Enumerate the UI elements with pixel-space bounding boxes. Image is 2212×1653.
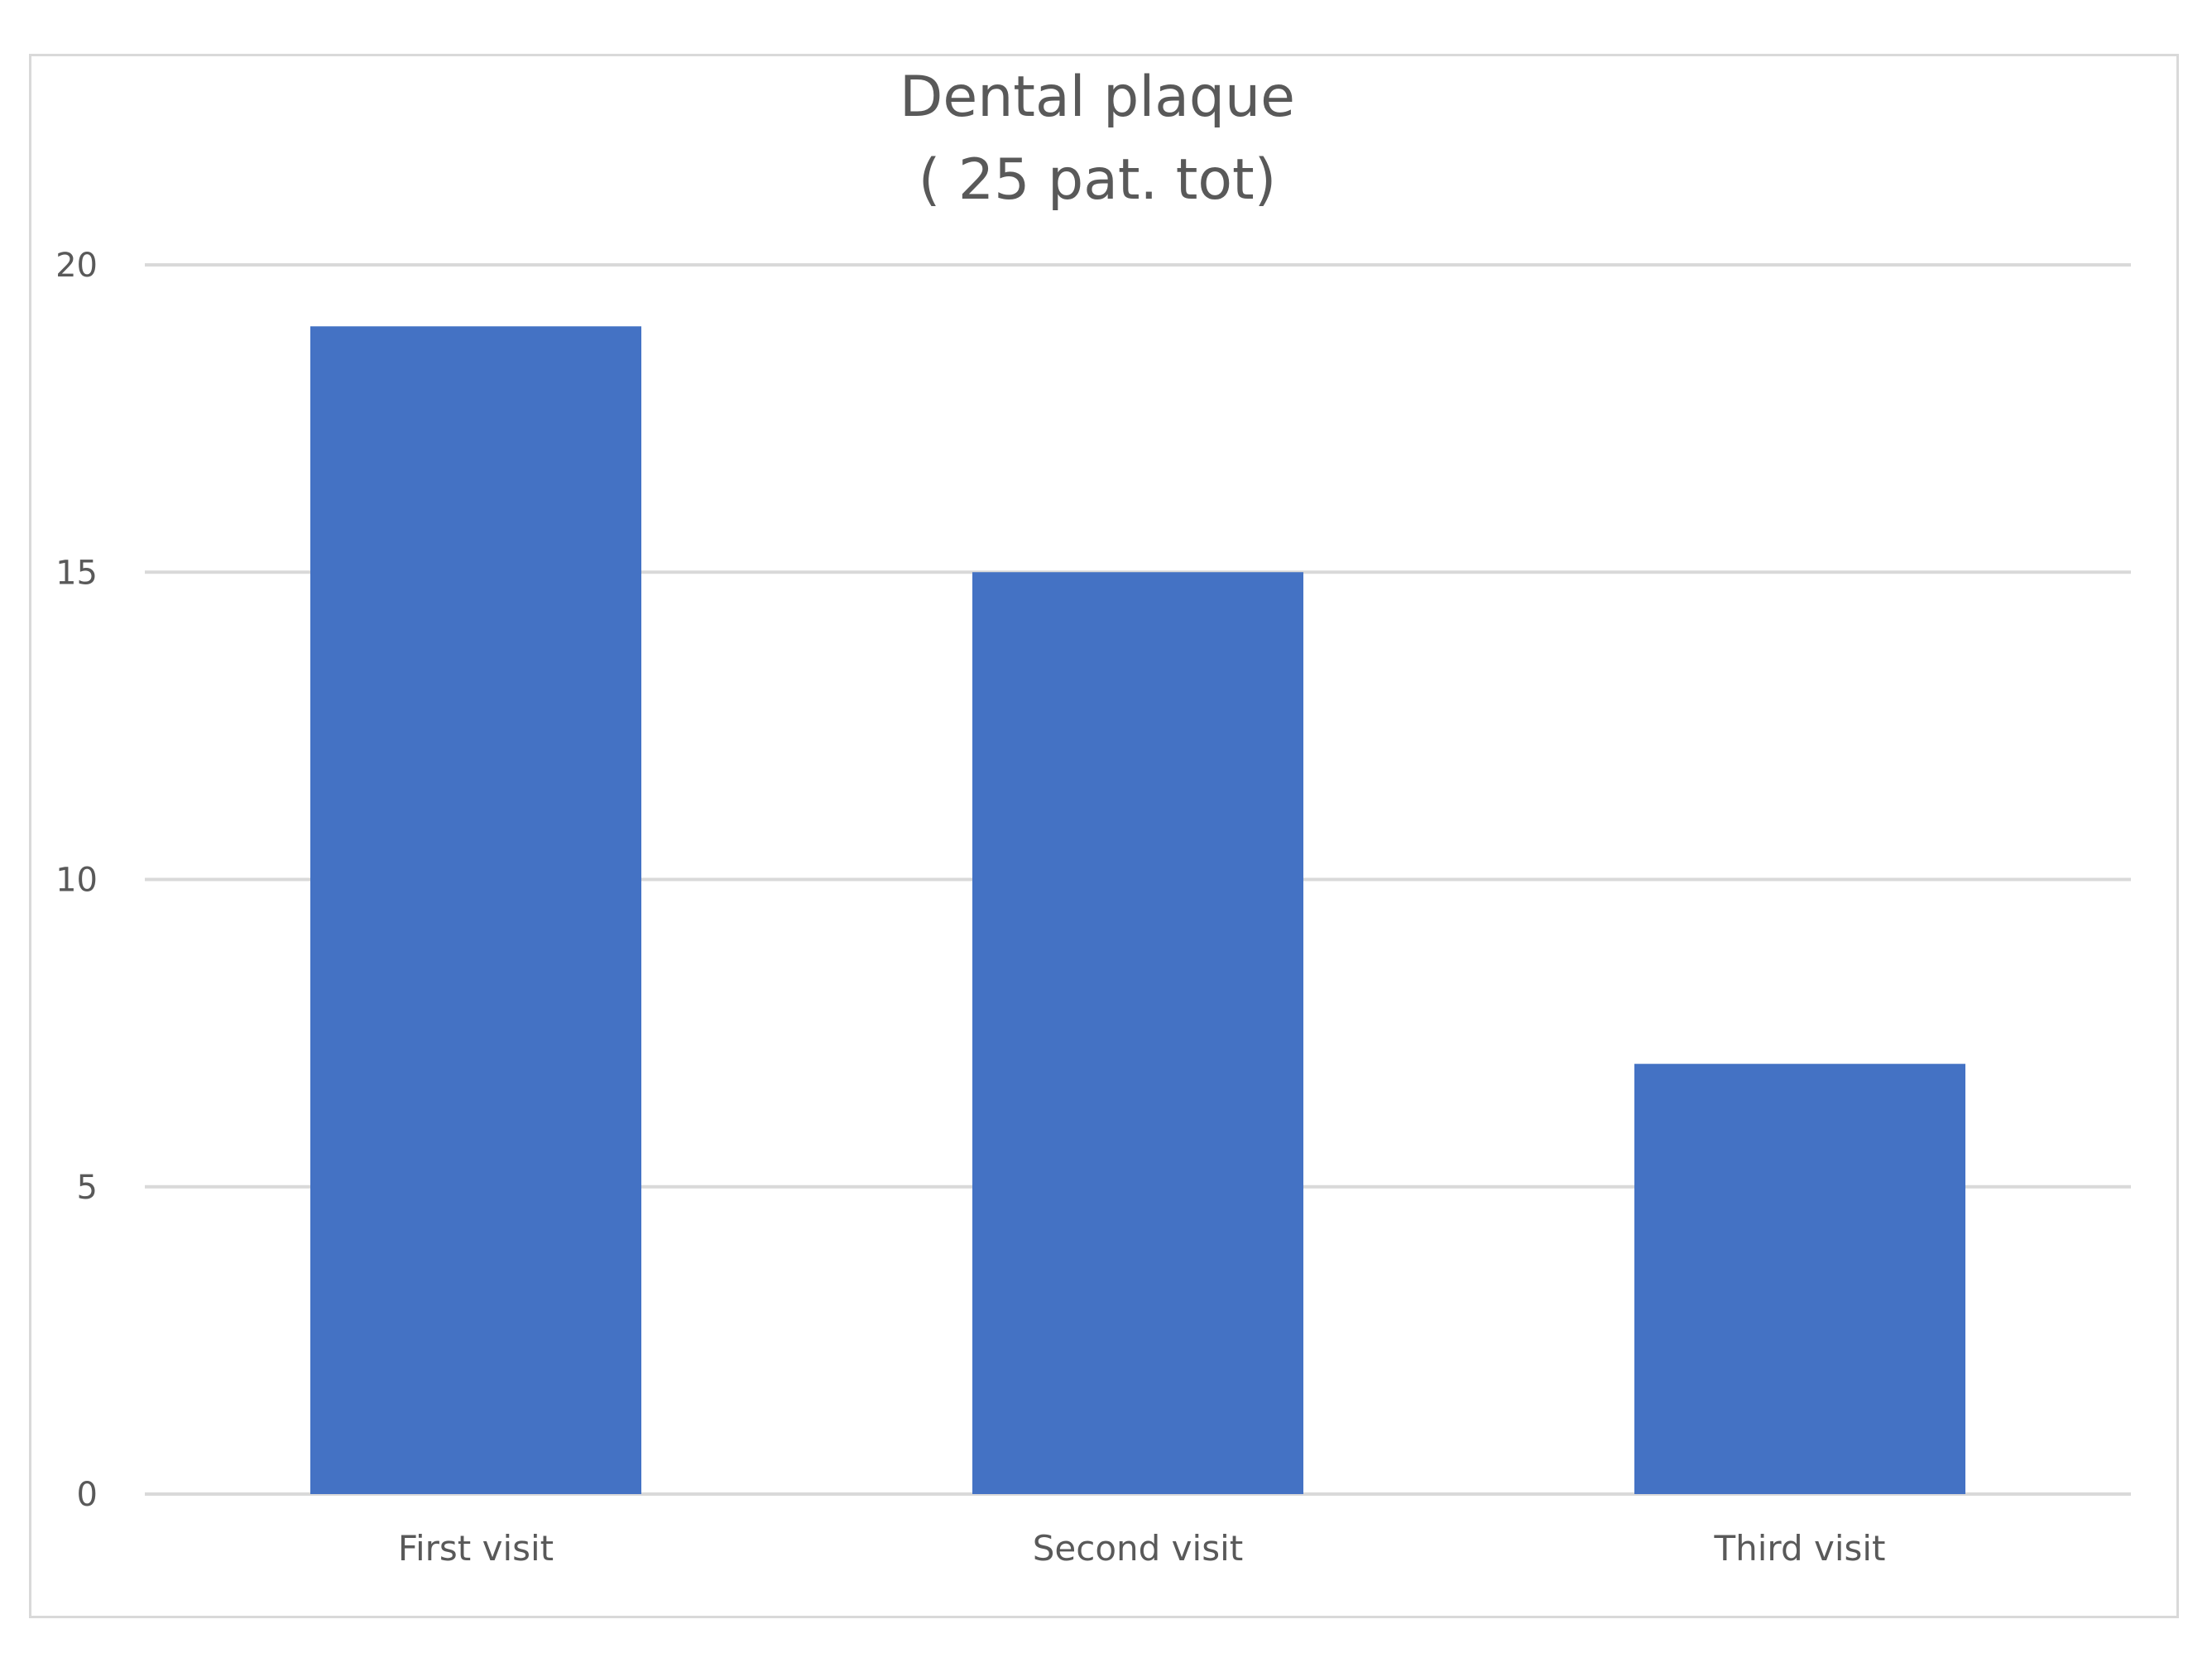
x-category-label-1: Second visit (1033, 1528, 1243, 1569)
x-category-label-2: Third visit (1713, 1528, 1885, 1569)
y-tick-label-2: 10 (55, 862, 98, 900)
y-tick-label-3: 15 (55, 554, 98, 592)
y-tick-label-1: 5 (77, 1169, 98, 1207)
x-category-label-0: First visit (398, 1528, 554, 1569)
y-axis-ticks: 0 5 10 15 20 (55, 247, 98, 1514)
y-tick-label-0: 0 (77, 1476, 98, 1514)
bar-second-visit (972, 572, 1303, 1494)
bar-third-visit (1634, 1064, 1965, 1494)
y-tick-label-4: 20 (55, 247, 98, 285)
bar-first-visit (310, 326, 641, 1494)
x-axis-categories: First visit Second visit Third visit (398, 1528, 1886, 1569)
chart-title: Dental plaque (900, 65, 1295, 130)
chart-subtitle: ( 25 pat. tot) (919, 147, 1276, 213)
bars (310, 326, 1965, 1494)
